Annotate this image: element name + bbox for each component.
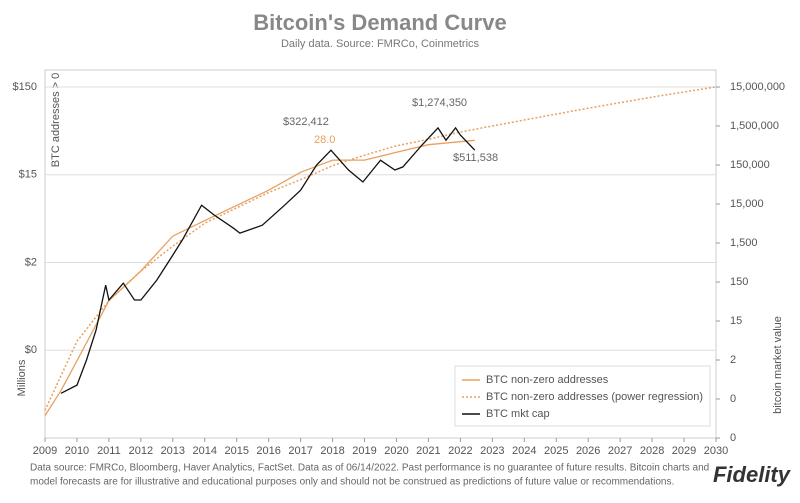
x-tick-label: 2015 xyxy=(224,445,248,457)
y-axis-label: BTC addresses > 0 xyxy=(50,73,62,167)
x-tick-label: 2029 xyxy=(672,445,696,457)
x-tick-label: 2023 xyxy=(480,445,504,457)
x-tick-label: 2027 xyxy=(608,445,632,457)
series-line xyxy=(60,126,476,394)
y2-tick-label: 1,500 xyxy=(730,237,758,249)
legend-label: BTC mkt cap xyxy=(486,408,550,420)
x-tick-label: 2010 xyxy=(65,445,89,457)
y2-tick-label: 1,500,000 xyxy=(730,120,779,132)
x-tick-label: 2022 xyxy=(448,445,472,457)
y2-tick-label: 0 xyxy=(730,393,736,405)
y-tick-label: $2 xyxy=(25,256,37,268)
annotation: 28.0 xyxy=(314,134,335,146)
legend-label: BTC non-zero addresses xyxy=(486,374,609,386)
x-tick-label: 2017 xyxy=(288,445,312,457)
y2-axis-label: bitcoin market value xyxy=(772,316,784,414)
y2-tick-label: 15,000,000 xyxy=(730,81,785,93)
x-tick-label: 2030 xyxy=(704,445,728,457)
legend-label: BTC non-zero addresses (power regression… xyxy=(486,391,703,403)
y-tick-label: $150 xyxy=(13,81,37,93)
annotation: $1,274,350 xyxy=(412,97,467,109)
series-line xyxy=(44,86,717,411)
y-tick-label: $0 xyxy=(25,344,37,356)
legend-box xyxy=(454,365,711,427)
logo: Fidelity xyxy=(713,462,792,487)
y2-tick-label: 2 xyxy=(730,354,736,366)
chart-title: Bitcoin's Demand Curve xyxy=(253,10,506,35)
annotation: $511,538 xyxy=(453,152,498,164)
x-tick-label: 2026 xyxy=(576,445,600,457)
x-tick-label: 2009 xyxy=(33,445,57,457)
x-tick-label: 2013 xyxy=(161,445,185,457)
y2-tick-label: 0 xyxy=(730,432,736,444)
x-tick-label: 2019 xyxy=(352,445,376,457)
footnote: Data source: FMRCo, Bloomberg, Haver Ana… xyxy=(30,463,709,474)
x-tick-label: 2018 xyxy=(320,445,344,457)
y2-tick-label: 15,000 xyxy=(730,198,764,210)
y-tick-label: $15 xyxy=(19,169,37,181)
y2-tick-label: 150,000 xyxy=(730,159,770,171)
plot-frame xyxy=(44,69,717,439)
x-tick-label: 2028 xyxy=(640,445,664,457)
x-tick-label: 2025 xyxy=(544,445,568,457)
x-tick-label: 2020 xyxy=(384,445,408,457)
chart-subtitle: Daily data. Source: FMRCo, Coinmetrics xyxy=(281,38,480,50)
x-tick-label: 2014 xyxy=(193,445,217,457)
annotation: $322,412 xyxy=(283,116,329,128)
x-tick-label: 2024 xyxy=(512,445,536,457)
footnote: model forecasts are for illustrative and… xyxy=(30,477,674,488)
y2-tick-label: 15 xyxy=(730,315,742,327)
series-line xyxy=(44,139,475,416)
x-tick-label: 2012 xyxy=(129,445,153,457)
x-tick-label: 2016 xyxy=(256,445,280,457)
x-tick-label: 2021 xyxy=(416,445,440,457)
y2-tick-label: 150 xyxy=(730,276,748,288)
x-tick-label: 2011 xyxy=(97,445,121,457)
y-axis-label: Millions xyxy=(16,359,28,396)
